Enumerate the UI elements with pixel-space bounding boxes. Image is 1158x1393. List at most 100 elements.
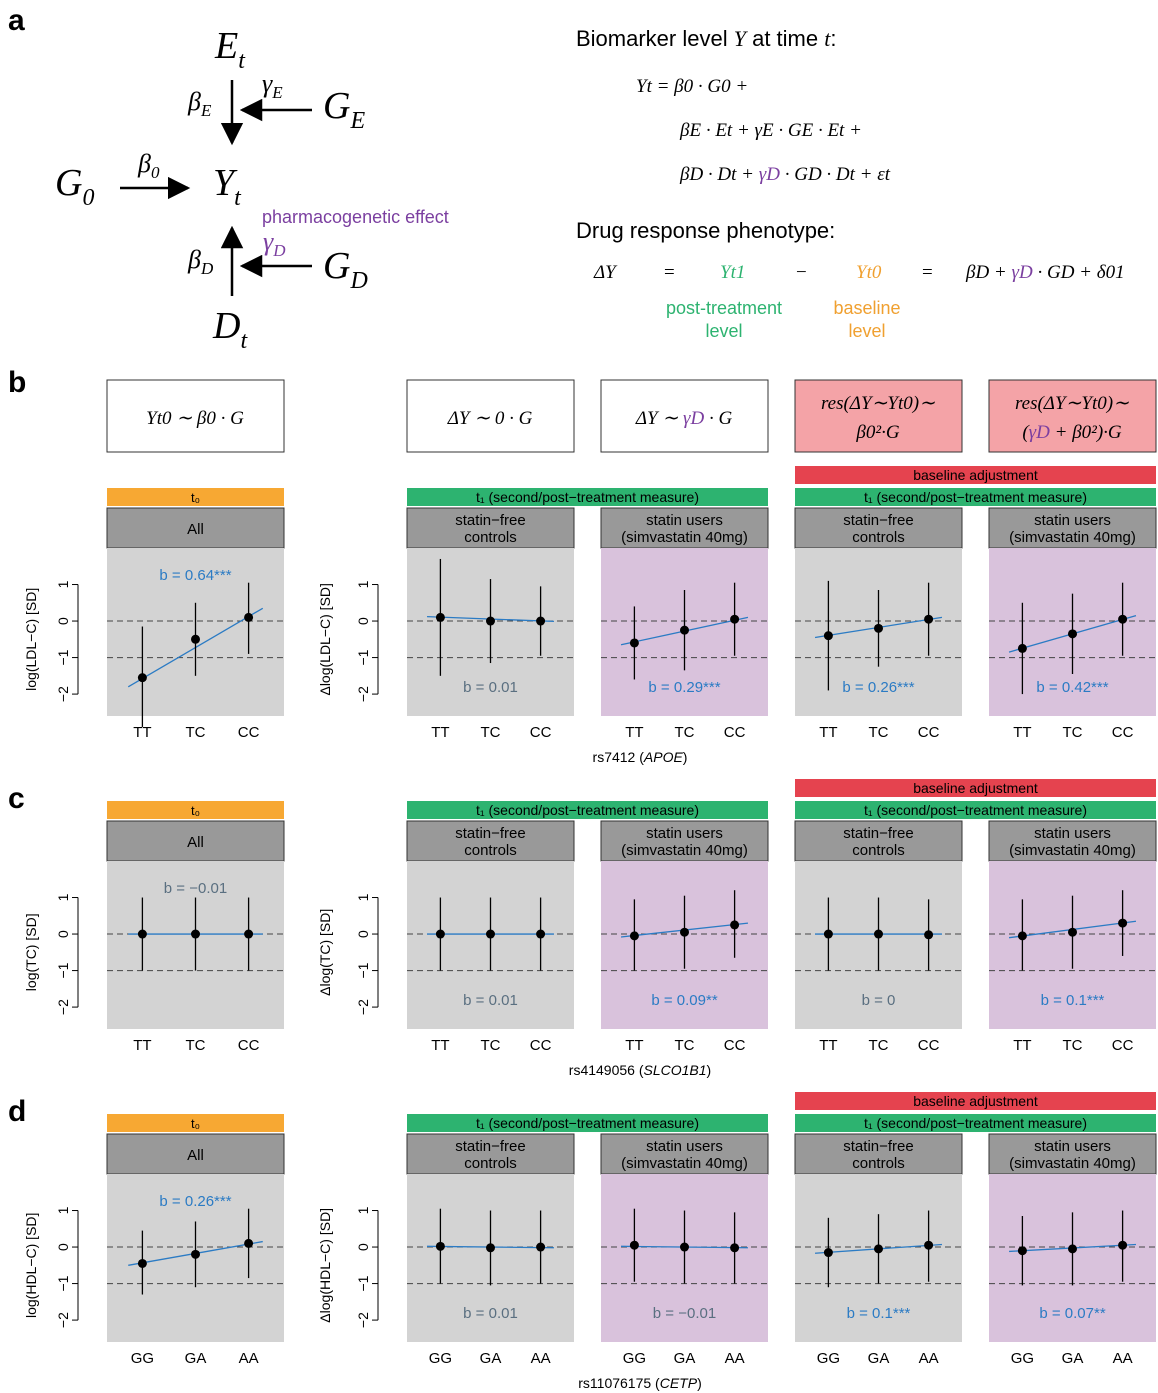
data-point [823, 1248, 833, 1258]
data-point [536, 1242, 546, 1252]
post-label-2: level [705, 321, 742, 341]
strip-group [106, 1133, 285, 1175]
effect-label: b = −0.01 [653, 1305, 716, 1322]
strip-group-label: statin−free [455, 512, 525, 529]
data-point [730, 614, 740, 624]
y-tick-label: 1 [55, 1206, 71, 1214]
y-tick-label: 0 [355, 1243, 371, 1251]
x-tick-label: GA [868, 1350, 890, 1367]
effect-label: b = 0.01 [463, 992, 518, 1009]
strip-group [406, 820, 575, 862]
effect-label: b = 0.64*** [159, 567, 231, 584]
x-tick-label: TC [186, 1037, 206, 1054]
x-tick-label: TT [1013, 724, 1031, 741]
strip-group [600, 820, 769, 862]
strip-group [106, 507, 285, 549]
data-point [1017, 931, 1027, 941]
effect-label: b = 0.29*** [648, 679, 720, 696]
strip-t0-label: t₀ [191, 1116, 200, 1131]
strip-t1-adjusted-label: t₁ (second/post−treatment measure) [864, 489, 1087, 505]
strip-t1-adjusted-label: t₁ (second/post−treatment measure) [864, 1115, 1087, 1131]
data-point [680, 1242, 689, 1252]
strip-t1-adjusted [795, 488, 1156, 506]
effect-label: b = 0.01 [463, 679, 518, 696]
y-tick-label: −2 [55, 1312, 71, 1328]
x-tick-label: GG [131, 1350, 154, 1367]
strip-group [600, 507, 769, 549]
x-tick-label: GA [185, 1350, 207, 1367]
strip-baseline-label: baseline adjustment [913, 467, 1038, 483]
strip-group-label: (simvastatin 40mg) [621, 1155, 748, 1172]
strip-group [988, 1133, 1157, 1175]
y-tick-label: −1 [55, 649, 71, 665]
x-tick-label: TT [431, 1037, 449, 1054]
strip-t1-adjusted-label: t₁ (second/post−treatment measure) [864, 802, 1087, 818]
data-point [1017, 643, 1027, 653]
eq-eq2: = [922, 262, 933, 283]
y-tick-label: −2 [55, 686, 71, 702]
strip-group-label: (simvastatin 40mg) [621, 842, 748, 859]
edge-betaE: βE [187, 87, 212, 120]
model-box-5-line1: res(ΔY∼Yt0)∼ [1015, 393, 1129, 414]
data-point [536, 616, 546, 626]
strip-group-label: statin users [1034, 1138, 1111, 1155]
data-point [924, 614, 934, 624]
base-label-2: level [848, 321, 885, 341]
node-Y: Yt [213, 162, 242, 211]
strip-group-label: controls [464, 842, 517, 859]
x-tick-label: TT [133, 724, 151, 741]
data-point [191, 929, 200, 939]
y-tick-label: 0 [55, 930, 71, 938]
x-tick-label: CC [918, 1037, 940, 1054]
model-box-3: ΔY ∼ γD · G [635, 408, 733, 429]
data-point [435, 612, 445, 622]
x-tick-label: CC [238, 724, 260, 741]
strip-t0 [107, 1114, 284, 1132]
eq-dy: ΔY [593, 262, 618, 283]
y-tick-label: 0 [55, 1243, 71, 1251]
snp-label: rs11076175 (CETP) [578, 1375, 701, 1391]
eq-rhs: βD + γD · GD + δ01 [965, 262, 1125, 283]
model-box-5-line2: (γD + β0²)·G [1022, 422, 1122, 443]
x-tick-label: GG [623, 1350, 646, 1367]
effect-label: b = 0.01 [463, 1305, 518, 1322]
y-tick-label: −1 [55, 962, 71, 978]
y-axis-label: Δlog(HDL−C) [SD] [317, 1208, 333, 1323]
x-tick-label: TT [819, 724, 837, 741]
data-point [1068, 1244, 1077, 1254]
data-point [874, 1244, 883, 1254]
strip-group-label: statin users [1034, 512, 1111, 529]
x-tick-label: GA [480, 1350, 502, 1367]
node-G0: G0 [55, 162, 94, 211]
snp-label: rs7412 (APOE) [593, 749, 688, 765]
x-tick-label: GG [1011, 1350, 1034, 1367]
x-tick-label: CC [238, 1037, 260, 1054]
effect-label: b = 0.42*** [1036, 679, 1108, 696]
strip-baseline [795, 1092, 1156, 1110]
eq-line3: βD · Dt + γD · GD · Dt + εt [679, 164, 891, 185]
model-boxes: Yt0 ∼ β0 · G ΔY ∼ 0 · G ΔY ∼ γD · G res(… [106, 379, 1157, 453]
x-tick-label: TC [869, 724, 889, 741]
pgx-label: pharmacogenetic effect [262, 207, 449, 227]
causal-diagram: Et GE G0 Yt GD Dt βE γE β0 βD γD [55, 25, 368, 354]
y-tick-label: 0 [355, 617, 371, 625]
strip-group [794, 507, 963, 549]
chart-row-d: t₀ t₁ (second/post−treatment measure) base… [23, 1092, 1157, 1391]
x-tick-label: CC [530, 1037, 552, 1054]
panel-label-a: a [8, 4, 25, 37]
data-point [244, 929, 254, 939]
y-tick-label: 1 [355, 580, 371, 588]
y-tick-label: −1 [355, 1275, 371, 1291]
y-tick-label: −1 [55, 1275, 71, 1291]
effect-label: b = 0.26*** [159, 1193, 231, 1210]
data-point [486, 616, 495, 626]
node-GD: GD [323, 245, 368, 294]
eq-eq: = [664, 262, 675, 283]
x-tick-label: CC [724, 1037, 746, 1054]
x-tick-label: CC [1112, 724, 1134, 741]
model-box-4-line1: res(ΔY∼Yt0)∼ [821, 393, 935, 414]
effect-label: b = 0.09** [651, 992, 717, 1009]
strip-group-label: statin−free [455, 1138, 525, 1155]
strip-group [794, 820, 963, 862]
strip-group [988, 507, 1157, 549]
